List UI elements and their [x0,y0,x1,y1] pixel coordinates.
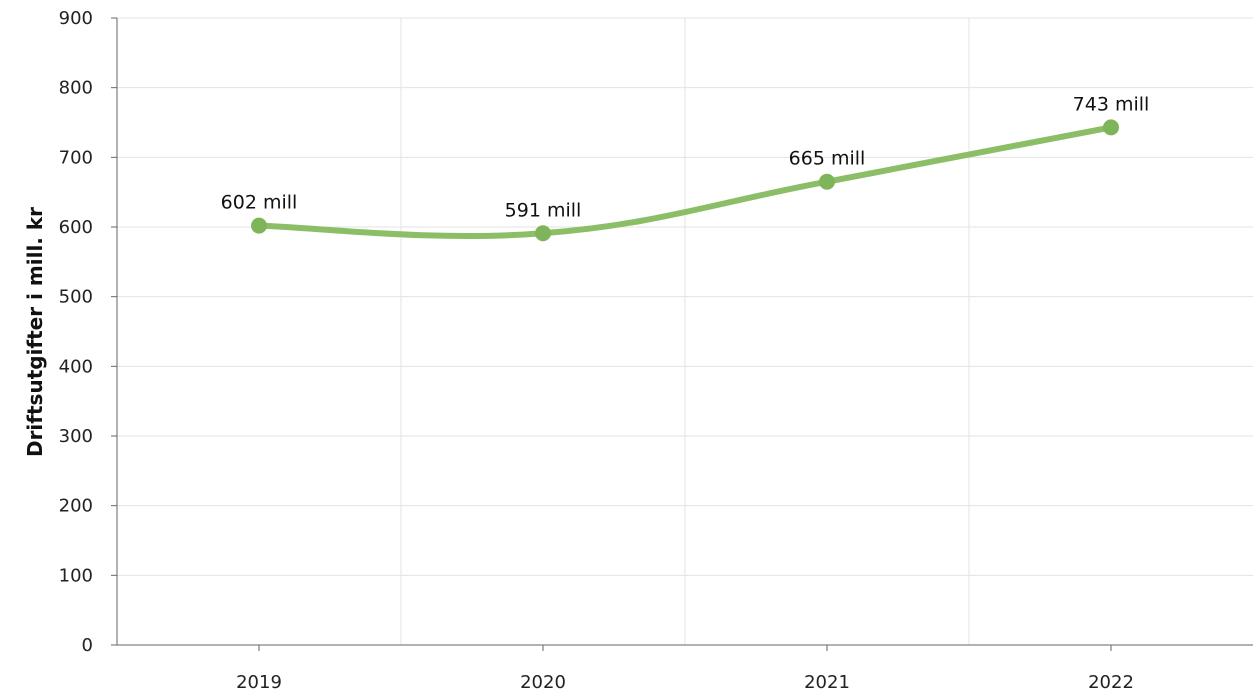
y-tick-label: 200 [59,496,93,517]
y-tick-label: 400 [59,356,93,377]
data-label: 591 mill [505,199,582,221]
x-tick-label: 2019 [236,672,282,692]
data-labels: 602 mill 591 mill 665 mill 743 mill [221,93,1150,221]
y-axis-title: Driftsutgifter i mill. kr [23,207,47,457]
x-tick-label: 2022 [1088,672,1134,692]
y-tick-label: 800 [59,78,93,99]
y-tick-label: 300 [59,426,93,447]
y-tick-label: 0 [82,635,93,656]
data-label: 602 mill [221,192,298,214]
x-tick-label: 2021 [804,672,850,692]
data-point [535,225,551,242]
data-point [251,217,267,234]
data-label: 743 mill [1073,93,1150,115]
y-tick-label: 100 [59,565,93,586]
axes: 0 100 200 300 400 500 600 700 800 900 2019 2020 2021… [59,8,1253,692]
series [251,119,1119,242]
x-tick-label: 2020 [520,672,566,692]
y-tick-label: 700 [59,147,93,168]
data-label: 665 mill [789,148,866,170]
y-tick-label: 500 [59,287,93,308]
y-tick-label: 600 [59,217,93,238]
data-point [1103,119,1119,136]
series-line [256,124,1114,240]
data-point [819,173,835,190]
y-tick-label: 900 [59,8,93,29]
